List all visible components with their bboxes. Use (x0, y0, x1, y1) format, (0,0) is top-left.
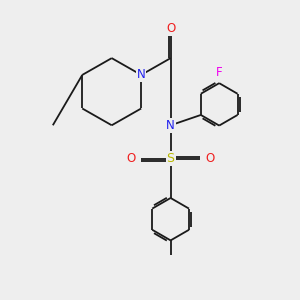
Text: S: S (167, 152, 175, 165)
Text: F: F (216, 66, 223, 80)
Text: N: N (166, 119, 175, 132)
Text: O: O (166, 22, 175, 35)
Text: O: O (126, 152, 136, 165)
Text: N: N (137, 68, 146, 81)
Text: O: O (206, 152, 215, 165)
